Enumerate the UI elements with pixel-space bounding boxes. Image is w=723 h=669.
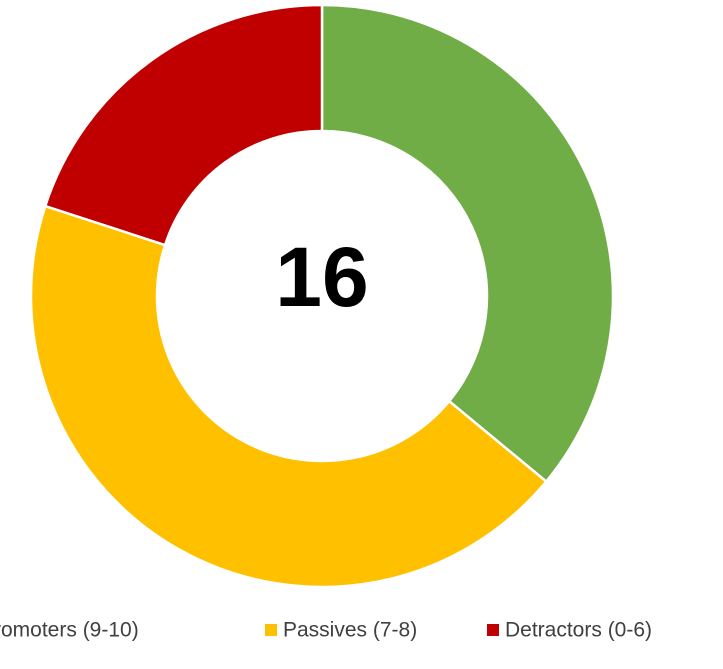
donut-segment <box>43 3 324 247</box>
center-label: 16 <box>275 230 368 324</box>
legend-marker <box>265 624 277 636</box>
donut-segment <box>29 204 548 589</box>
legend-marker <box>487 624 499 636</box>
legend-label: Promoters (9-10) <box>0 619 139 642</box>
legend-label: Detractors (0-6) <box>505 619 652 642</box>
legend-label: Passives (7-8) <box>283 619 417 642</box>
donut-segment <box>320 3 615 484</box>
